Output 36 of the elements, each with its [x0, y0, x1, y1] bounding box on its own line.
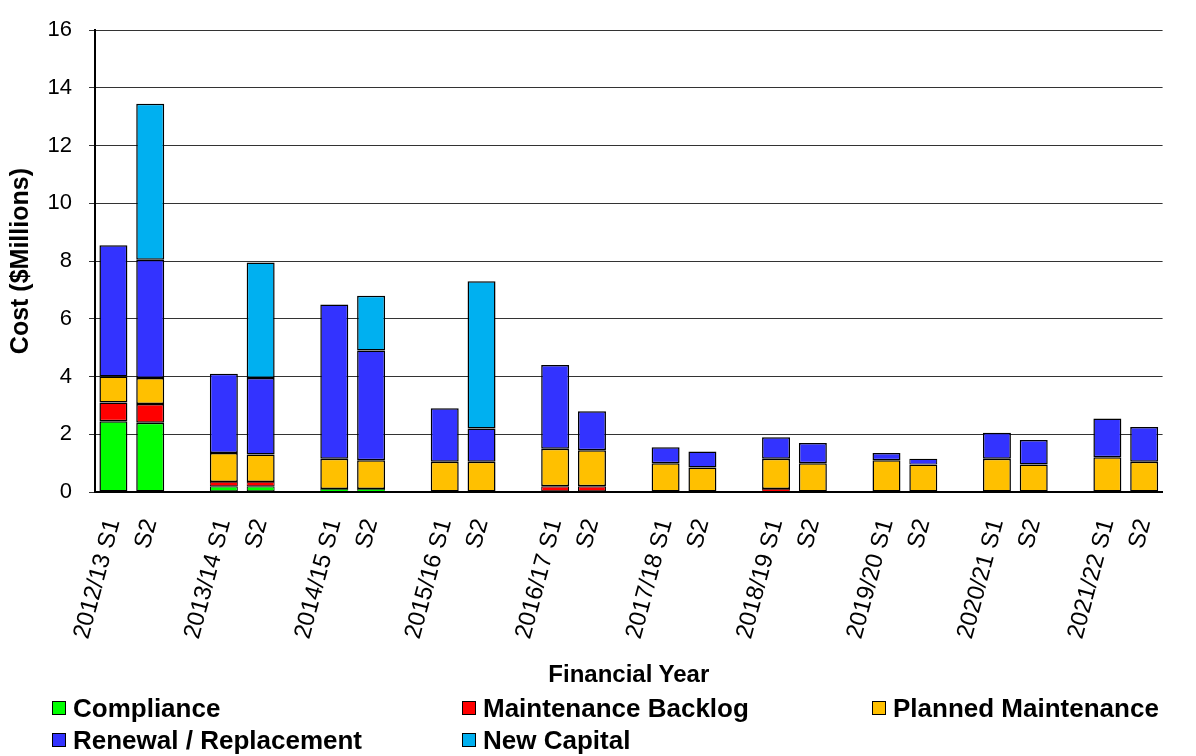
y-axis-title: Cost ($Millions) [4, 168, 33, 355]
x-tick-label: S2 [569, 515, 604, 552]
x-tick-label: 2012/13 S1 [66, 515, 125, 642]
x-tick-label: S2 [127, 515, 162, 552]
x-tick-label: 2013/14 S1 [177, 515, 236, 642]
x-tick-label: 2016/17 S1 [508, 515, 567, 642]
x-axis-title: Financial Year [548, 660, 710, 688]
x-tick-label: 2014/15 S1 [287, 515, 346, 642]
x-tick-label: S2 [1121, 515, 1156, 552]
legend-label: Renewal / Replacement [73, 724, 362, 756]
x-tick-label: 2015/16 S1 [398, 515, 456, 642]
legend-label: Maintenance Backlog [483, 692, 749, 724]
y-tick-label: 0 [59, 478, 72, 504]
legend-label: Compliance [73, 692, 221, 724]
legend-label: Planned Maintenance [893, 692, 1159, 724]
y-tick-label: 14 [47, 73, 72, 99]
x-tick-label: S2 [900, 515, 935, 552]
y-tick-label: 12 [47, 131, 72, 157]
x-tick-label: 2020/21 S1 [950, 515, 1009, 642]
x-tick-label: S2 [238, 515, 272, 552]
y-tick-label: 4 [59, 362, 72, 388]
x-tick-label: S2 [459, 515, 493, 552]
x-tick-label: S2 [790, 515, 825, 552]
x-tick-label: S2 [679, 515, 714, 552]
y-tick-label: 10 [47, 189, 72, 215]
x-tick-label: 2021/22 S1 [1060, 515, 1119, 642]
x-tick-label: 2018/19 S1 [729, 515, 788, 642]
x-tick-label: S2 [348, 515, 383, 552]
y-tick-label: 16 [47, 16, 72, 42]
y-tick-label: 6 [59, 304, 72, 330]
x-tick-label: 2019/20 S1 [839, 515, 898, 642]
y-tick-label: 2 [59, 420, 72, 446]
x-tick-label: S2 [1011, 515, 1045, 552]
x-tick-label: 2017/18 S1 [618, 515, 677, 642]
legend-label: New Capital [483, 724, 631, 756]
y-tick-label: 8 [59, 247, 72, 273]
